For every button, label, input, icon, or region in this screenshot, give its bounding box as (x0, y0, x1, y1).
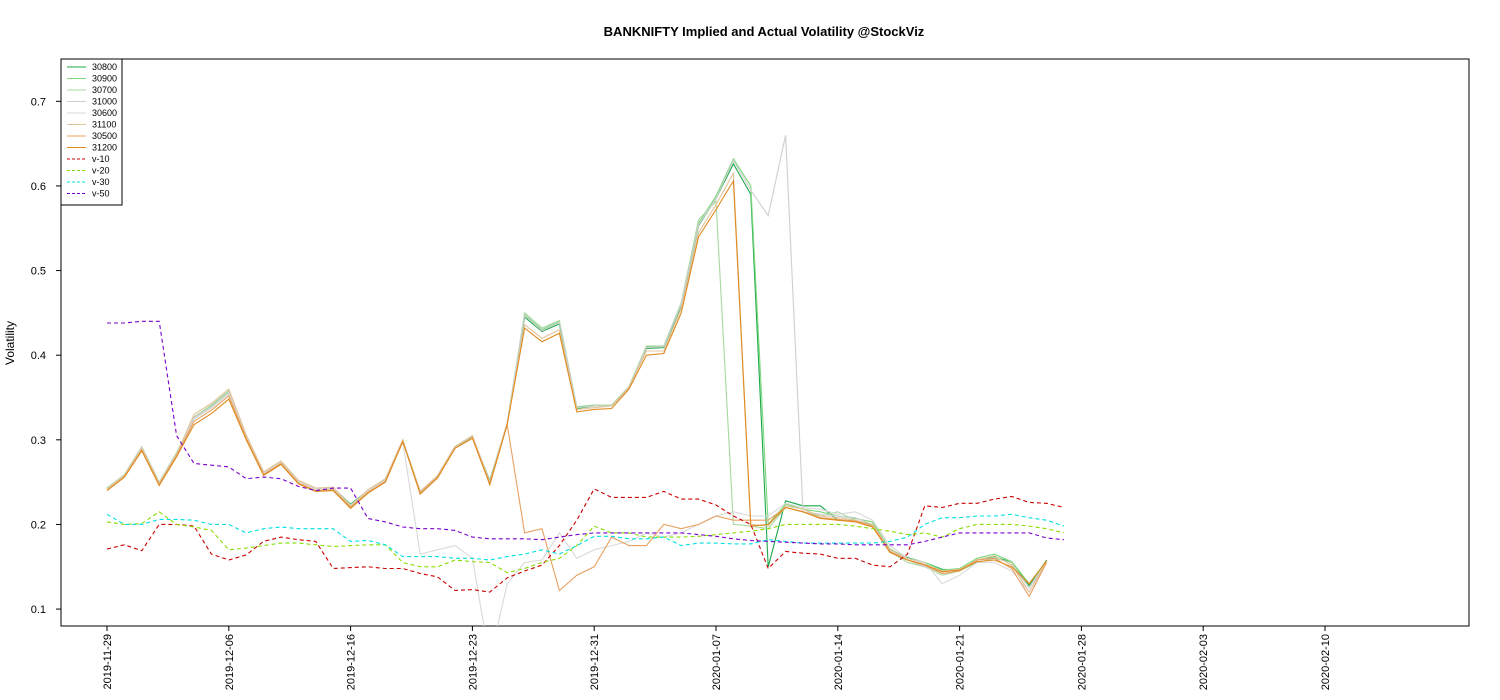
x-tick-label: 2020-01-21 (955, 634, 967, 690)
x-tick-label: 2020-01-07 (711, 634, 723, 690)
legend-label: v-20 (92, 166, 110, 176)
x-tick-label: 2019-12-31 (589, 634, 601, 690)
y-axis-label: Volatility (3, 321, 17, 365)
y-tick-label: 0.5 (31, 266, 46, 278)
x-axis: 2019-11-29 2019-12-06 2019-12-16 2019-12-23… (102, 626, 1332, 690)
x-tick-label: 2019-12-16 (346, 634, 358, 690)
x-tick-label: 2020-01-28 (1076, 634, 1088, 690)
series-line-v-20 (106, 511, 1065, 574)
series-line-30900 (106, 157, 1048, 585)
y-tick-label: 0.3 (31, 435, 46, 447)
legend-label: 31000 (92, 97, 117, 107)
legend-label: v-30 (92, 177, 110, 187)
legend-label: 31100 (92, 120, 116, 130)
series-line-30800 (106, 162, 1048, 587)
legend-label: 30600 (92, 108, 117, 118)
legend-box (60, 58, 123, 206)
legend-label: 30800 (92, 62, 117, 72)
y-tick-label: 0.2 (31, 519, 46, 531)
x-tick-label: 2020-02-03 (1198, 634, 1210, 690)
x-tick-label: 2020-01-14 (833, 634, 845, 690)
series-line-31000 (106, 135, 1048, 589)
y-tick-label: 0.6 (31, 181, 46, 193)
x-tick-label: 2019-11-29 (102, 634, 114, 689)
series-line-30500 (106, 394, 1048, 598)
series-line-v-10 (106, 488, 1065, 593)
series-line-30600 (106, 392, 1048, 626)
legend-label: v-10 (92, 154, 110, 164)
y-axis: 0.1 0.2 0.3 0.4 0.5 0.6 0.7 (31, 96, 61, 616)
y-tick-label: 0.7 (31, 96, 46, 108)
x-tick-label: 2019-12-23 (467, 634, 479, 690)
plot-area-frame (60, 58, 1470, 627)
series-layer (106, 135, 1065, 626)
x-tick-label: 2019-12-06 (224, 634, 236, 690)
series-line-30700 (106, 199, 1048, 589)
legend-label: 30900 (92, 74, 117, 84)
series-line-v-30 (106, 513, 1065, 561)
x-tick-label: 2020-02-10 (1320, 634, 1332, 690)
legend-label: v-50 (92, 189, 110, 199)
legend-label: 30500 (92, 131, 117, 141)
y-tick-label: 0.4 (31, 350, 46, 362)
y-tick-label: 0.1 (31, 604, 46, 616)
legend-label: 30700 (92, 85, 117, 95)
legend-label: 31200 (92, 143, 117, 153)
series-line-31100 (106, 171, 1048, 594)
series-line-v-50 (107, 320, 1065, 546)
chart-title: BANKNIFTY Implied and Actual Volatility … (604, 24, 925, 39)
series-line-31200 (106, 179, 1048, 585)
